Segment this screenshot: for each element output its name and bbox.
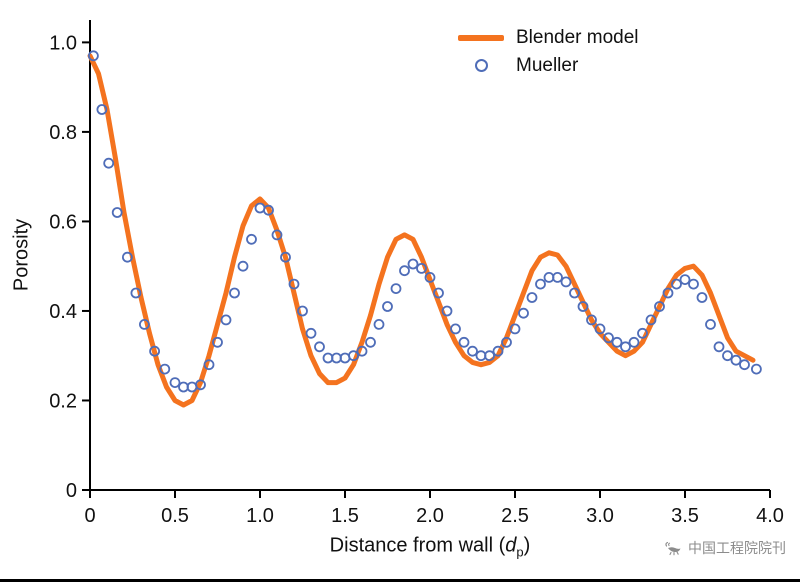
svg-text:4.0: 4.0	[756, 505, 784, 527]
journal-watermark: 中国工程院院刊	[663, 538, 786, 558]
svg-text:1.0: 1.0	[246, 505, 274, 527]
legend-swatch-box	[458, 34, 504, 41]
svg-text:2.0: 2.0	[416, 505, 444, 527]
journal-watermark-text: 中国工程院院刊	[688, 540, 786, 556]
svg-text:2.5: 2.5	[501, 505, 529, 527]
svg-text:3.5: 3.5	[671, 505, 699, 527]
legend-label-blender-model: Blender model	[516, 27, 639, 48]
x-axis-label: Distance from wall (dp)	[330, 535, 531, 560]
x-axis-label-subscript: p	[516, 544, 524, 560]
svg-text:0.5: 0.5	[161, 505, 189, 527]
porosity-chart: 0 0.5 1.0 1.5 2.0 2.5 3.0 3.5 4.0 0 0.2 0.4 0.6 0.8 1.…	[49, 20, 784, 527]
legend-item-blender-model: Blender model	[458, 28, 639, 47]
x-axis-label-prefix: Distance from wall (	[329, 534, 506, 557]
svg-text:0.8: 0.8	[49, 122, 77, 144]
svg-text:0: 0	[84, 505, 95, 527]
y-axis-label: Porosity	[10, 218, 33, 292]
x-axis-label-variable: d	[505, 534, 517, 557]
svg-text:1.0: 1.0	[49, 32, 77, 54]
svg-text:3.0: 3.0	[586, 505, 614, 527]
svg-text:0.4: 0.4	[49, 301, 77, 323]
legend-item-mueller: Mueller	[458, 56, 639, 75]
svg-text:0.6: 0.6	[49, 211, 77, 233]
chart-legend: Blender model Mueller	[458, 28, 639, 75]
svg-text:1.5: 1.5	[331, 505, 359, 527]
legend-line-swatch	[458, 34, 504, 41]
svg-text:0.2: 0.2	[49, 390, 77, 412]
legend-circle-swatch	[474, 59, 488, 72]
journal-logo-icon	[665, 541, 681, 556]
svg-text:0: 0	[66, 480, 77, 502]
legend-swatch-box	[458, 59, 504, 72]
x-axis-label-suffix: )	[523, 534, 531, 557]
legend-label-mueller: Mueller	[516, 55, 579, 76]
bottom-divider	[0, 579, 800, 582]
